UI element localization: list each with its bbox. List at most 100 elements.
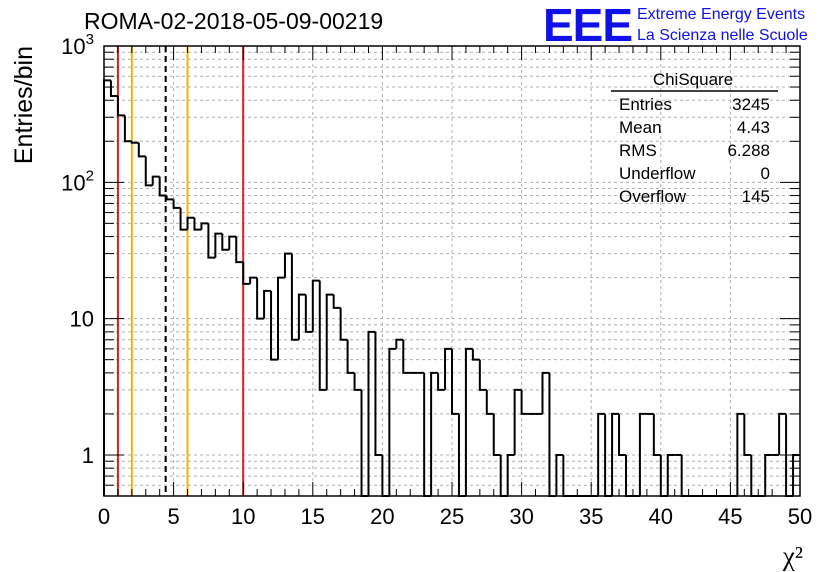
y-tick-label: 1 bbox=[82, 443, 94, 468]
histogram-bin bbox=[263, 289, 272, 319]
histogram-bin bbox=[270, 290, 278, 361]
x-tick-label: 40 bbox=[649, 504, 673, 529]
histogram-bin bbox=[290, 253, 299, 341]
histogram-bin bbox=[207, 223, 216, 259]
histogram-bin bbox=[256, 277, 265, 320]
stats-box: ChiSquare Entries 3245 Mean 4.43 RMS 6.288 Und… bbox=[611, 70, 778, 206]
histogram-bin bbox=[548, 372, 557, 497]
histogram-bin bbox=[464, 347, 473, 496]
y-tick-label: 10 bbox=[70, 307, 94, 332]
x-tick-label: 20 bbox=[370, 504, 394, 529]
histogram-bin bbox=[555, 453, 564, 496]
y-tick-label: 102 bbox=[61, 167, 94, 195]
reference-lines bbox=[116, 46, 245, 496]
x-tick-label: 35 bbox=[579, 504, 603, 529]
histogram-bin bbox=[471, 348, 480, 361]
histogram-bin bbox=[304, 294, 313, 333]
histogram-bin bbox=[346, 339, 355, 374]
histogram-bin bbox=[283, 252, 292, 278]
histogram-bin bbox=[611, 412, 620, 496]
histogram-bin bbox=[151, 175, 160, 186]
x-tick-label: 50 bbox=[788, 504, 812, 529]
stats-row-value: 4.43 bbox=[737, 118, 770, 137]
x-tick-label: 25 bbox=[440, 504, 464, 529]
histogram-bin bbox=[513, 388, 522, 455]
y-tick-labels: 1 10 102 103 bbox=[61, 31, 94, 468]
histogram-bin bbox=[221, 233, 230, 251]
histogram-bin bbox=[116, 95, 125, 117]
histogram-bin bbox=[506, 453, 515, 496]
histogram-bin bbox=[144, 156, 153, 187]
histogram-bin bbox=[179, 207, 188, 231]
x-tick-label: 0 bbox=[98, 504, 110, 529]
histogram-bin bbox=[360, 389, 369, 497]
histogram-bin bbox=[520, 389, 529, 415]
histogram-bin bbox=[297, 293, 306, 340]
histogram-bin bbox=[235, 236, 244, 264]
histogram-bin bbox=[109, 80, 118, 97]
x-tick-label: 45 bbox=[718, 504, 742, 529]
histogram-bin bbox=[638, 412, 647, 496]
histogram-bin bbox=[736, 412, 745, 496]
histogram-bin bbox=[158, 176, 167, 197]
histogram-bin bbox=[318, 280, 327, 391]
histogram-bin bbox=[451, 348, 459, 415]
x-tick-label: 5 bbox=[167, 504, 179, 529]
histogram-bin bbox=[666, 453, 675, 496]
x-tick-label: 30 bbox=[509, 504, 533, 529]
histogram-bin bbox=[165, 195, 174, 201]
stats-row-label: Entries bbox=[619, 95, 672, 114]
histogram-bin bbox=[332, 294, 341, 309]
histogram-bin bbox=[242, 262, 251, 285]
histogram-bin bbox=[652, 413, 661, 456]
histogram-bin bbox=[437, 372, 446, 391]
stats-row-value: 6.288 bbox=[727, 141, 770, 160]
histogram-bin bbox=[743, 413, 752, 456]
histogram-bin bbox=[200, 222, 209, 230]
histogram-bin bbox=[137, 142, 146, 158]
histogram-bin bbox=[311, 279, 320, 332]
histogram-bin bbox=[249, 276, 258, 284]
histogram-bin bbox=[402, 339, 411, 374]
y-axis-label: Entries/bin bbox=[10, 46, 38, 164]
x-axis-label: χ² bbox=[782, 541, 803, 571]
histogram-bin bbox=[444, 347, 452, 390]
axis-ticks bbox=[103, 45, 801, 497]
stats-row-value: 0 bbox=[761, 164, 770, 183]
histogram-bin bbox=[353, 372, 362, 391]
stats-row-label: RMS bbox=[619, 141, 657, 160]
histogram-bin bbox=[485, 389, 494, 415]
histogram-bin bbox=[388, 347, 397, 496]
histogram-bin bbox=[367, 330, 376, 496]
x-tick-label: 10 bbox=[231, 504, 255, 529]
histogram-bin bbox=[541, 371, 550, 414]
grid-lines bbox=[104, 46, 800, 496]
stats-name: ChiSquare bbox=[653, 70, 733, 89]
logo-line-2: La Scienza nelle Scuole bbox=[637, 27, 808, 44]
logo-caption: Extreme Energy Events La Scienza nelle S… bbox=[637, 4, 808, 46]
y-tick-label: 103 bbox=[61, 31, 94, 59]
histogram-bin bbox=[186, 216, 195, 230]
histogram-bin bbox=[130, 141, 139, 144]
histogram-bin bbox=[618, 413, 626, 456]
histogram-bin bbox=[228, 235, 237, 250]
histogram-bin bbox=[339, 307, 348, 341]
histogram-bin bbox=[395, 338, 404, 349]
x-tick-labels: 0 5 10 15 20 25 30 35 40 45 50 bbox=[98, 504, 812, 529]
histogram-bin bbox=[374, 331, 383, 456]
histogram-bin bbox=[103, 79, 111, 496]
histogram-bin bbox=[492, 413, 501, 456]
histogram-bin bbox=[172, 199, 181, 209]
histogram-bin bbox=[214, 232, 223, 258]
histogram-bin bbox=[423, 372, 432, 497]
stats-row-label: Underflow bbox=[619, 164, 696, 183]
histogram-bin bbox=[597, 412, 606, 496]
histogram-bin bbox=[193, 217, 202, 231]
histogram-bin bbox=[430, 371, 439, 496]
chart-title: ROMA-02-2018-05-09-00219 bbox=[84, 8, 384, 34]
stats-row-label: Mean bbox=[619, 118, 662, 137]
histogram-bin bbox=[325, 293, 334, 390]
stats-row-value: 3245 bbox=[732, 95, 770, 114]
stats-row-value: 145 bbox=[742, 187, 770, 206]
